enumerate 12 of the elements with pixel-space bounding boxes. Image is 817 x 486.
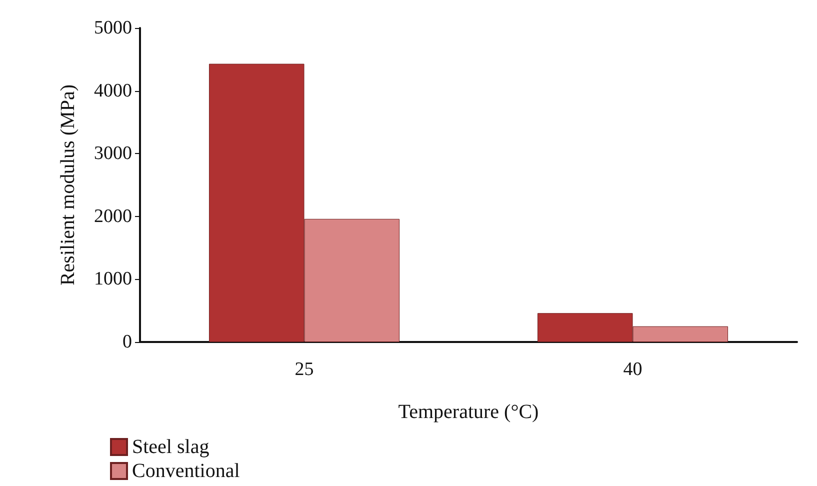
x-axis-title: Temperature (°C)	[398, 401, 539, 423]
x-tick-label: 25	[294, 359, 314, 380]
y-axis-title: Resilient modulus (MPa)	[57, 84, 79, 286]
legend-label: Conventional	[132, 460, 240, 482]
y-tick-label: 3000	[94, 143, 132, 164]
x-tick-label: 40	[623, 359, 642, 380]
legend-label: Steel slag	[132, 436, 210, 458]
y-tick-label: 2000	[94, 206, 132, 227]
y-tick-label: 1000	[94, 268, 132, 290]
y-tick-label: 5000	[94, 18, 132, 38]
y-tick-label: 4000	[94, 80, 132, 102]
y-tick-label: 0	[122, 332, 132, 352]
